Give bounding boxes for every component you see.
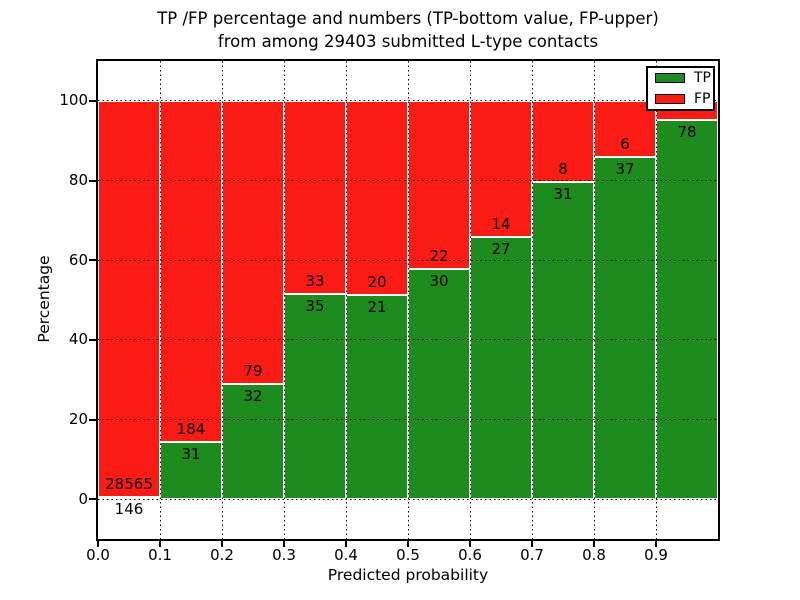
y-tick-mark [89, 179, 96, 182]
fp-count-label: 79 [243, 362, 263, 381]
gridline-horizontal [98, 419, 718, 420]
gridline-vertical [655, 61, 657, 539]
bar-segment-tp [532, 182, 594, 500]
bar-segment-fp [160, 100, 222, 442]
bar-segment-fp [346, 100, 408, 296]
gridline-vertical [159, 61, 161, 539]
y-tick-mark [89, 418, 96, 421]
bar-segment-fp [408, 100, 470, 270]
fp-count-label: 14 [491, 214, 511, 233]
x-tick-mark [655, 541, 657, 547]
bar-segment-tp [284, 294, 346, 500]
legend: TP FP [646, 66, 715, 111]
bar-segment-fp [222, 100, 284, 385]
gridline-horizontal [98, 498, 718, 500]
plot-area [96, 59, 720, 541]
y-axis-label: Percentage [35, 255, 53, 343]
gridline-horizontal [98, 100, 718, 102]
x-tick-label: 0.5 [396, 546, 420, 564]
bar-segment-fp [284, 100, 346, 295]
gridline-vertical [345, 61, 347, 539]
x-tick-mark [345, 541, 347, 547]
tp-count-label: 31 [181, 444, 201, 463]
fp-swatch-icon [655, 94, 685, 104]
x-tick-label: 0.6 [458, 546, 482, 564]
x-tick-mark [283, 541, 285, 547]
x-tick-label: 0.2 [210, 546, 234, 564]
tp-count-label: 32 [243, 387, 263, 406]
x-tick-mark [593, 541, 595, 547]
gridline-vertical [469, 61, 471, 539]
y-tick-label: 0 [78, 489, 88, 508]
gridline-vertical [283, 61, 285, 539]
x-tick-label: 0.4 [334, 546, 358, 564]
tp-count-label: 30 [429, 272, 449, 291]
legend-item-tp: TP [655, 71, 713, 85]
x-tick-mark [407, 541, 409, 547]
bar-segment-tp [656, 119, 718, 500]
bar-segment-fp [98, 100, 160, 498]
y-tick-label: 80 [68, 171, 88, 189]
x-tick-label: 0.7 [520, 546, 544, 564]
gridline-vertical [593, 61, 595, 539]
fp-count-label: 6 [620, 134, 630, 153]
tp-swatch-icon [655, 73, 685, 83]
gridline-horizontal [98, 339, 718, 341]
x-tick-label: 0.9 [644, 546, 668, 564]
tp-count-label: 31 [553, 185, 573, 204]
x-tick-label: 0.0 [86, 546, 110, 564]
gridline-vertical [221, 61, 223, 539]
chart-title: TP /FP percentage and numbers (TP-bottom… [96, 7, 720, 53]
bar-segment-tp [470, 236, 532, 500]
x-tick-mark [531, 541, 533, 547]
y-tick-label: 40 [68, 330, 88, 349]
x-tick-label: 0.1 [148, 546, 172, 564]
x-tick-mark [159, 541, 161, 547]
fp-count-label: 33 [305, 272, 325, 291]
tp-count-label: 27 [491, 239, 511, 258]
bar-segment-tp [346, 295, 408, 500]
x-tick-label: 0.3 [272, 546, 296, 564]
legend-item-fp: FP [655, 92, 713, 106]
legend-label-fp: FP [694, 91, 711, 107]
gridline-horizontal [98, 180, 718, 181]
x-tick-mark [97, 541, 99, 547]
x-tick-mark [469, 541, 471, 547]
bar-segment-fp [532, 100, 594, 183]
y-tick-label: 20 [68, 410, 88, 428]
tp-count-label: 35 [305, 297, 325, 316]
legend-label-tp: TP [694, 70, 711, 86]
bar-segment-fp [470, 100, 532, 237]
x-tick-label: 0.8 [582, 546, 606, 564]
bar-segment-tp [408, 269, 470, 500]
gridline-horizontal [98, 259, 718, 261]
fp-count-label: 28565 [105, 475, 153, 494]
tp-count-label: 37 [615, 159, 635, 178]
y-tick-mark [89, 498, 96, 501]
tp-count-label: 21 [367, 298, 387, 317]
fp-count-label: 20 [367, 273, 387, 292]
y-tick-label: 100 [59, 91, 88, 110]
y-tick-label: 60 [68, 250, 88, 269]
y-tick-mark [89, 99, 96, 102]
chart-title-line2: from among 29403 submitted L-type contac… [217, 32, 599, 51]
x-axis-label: Predicted probability [327, 566, 489, 584]
fp-count-label: 8 [558, 160, 568, 179]
y-tick-mark [89, 338, 96, 341]
gridline-vertical [407, 61, 409, 539]
fp-count-label: 184 [176, 419, 206, 438]
tp-count-label: 146 [114, 500, 144, 519]
y-tick-mark [89, 259, 96, 262]
bar-segment-tp [594, 156, 656, 500]
chart-title-line1: TP /FP percentage and numbers (TP-bottom… [157, 9, 659, 28]
x-tick-mark [221, 541, 223, 547]
fp-count-label: 22 [429, 247, 449, 266]
gridline-vertical [531, 61, 533, 539]
tp-count-label: 78 [677, 122, 697, 141]
